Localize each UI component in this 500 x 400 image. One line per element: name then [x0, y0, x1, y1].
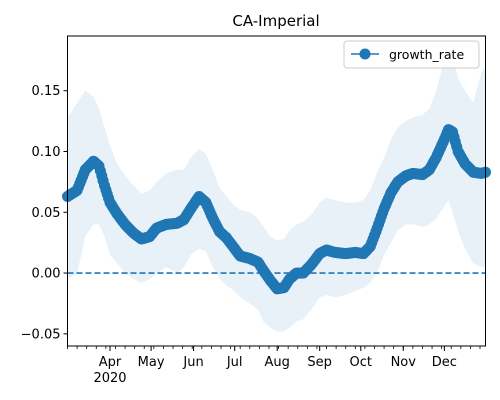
legend: growth_rate	[343, 40, 480, 69]
chart-title: CA-Imperial	[232, 12, 319, 30]
x-tick-label: Dec	[432, 355, 457, 370]
y-tick-label: 0.05	[32, 206, 61, 221]
plot-area	[62, 48, 491, 332]
x-tick-label: Apr	[99, 355, 122, 370]
axes: −0.05 0.00 0.05 0.10 0.15 Apr May Jun Jul Aug Sep O…	[21, 84, 481, 386]
y-tick-label: 0.00	[32, 267, 61, 282]
legend-box	[343, 40, 480, 69]
x-tick-label: Jul	[226, 355, 243, 370]
confidence-band	[67, 48, 486, 332]
x-tick-label: Aug	[264, 355, 289, 370]
x-tick-label: Sep	[307, 355, 332, 370]
plot-frame	[67, 35, 486, 347]
y-tick-label: 0.15	[32, 84, 61, 99]
x-tick-label: Oct	[350, 355, 372, 370]
x-year-label: 2020	[93, 371, 126, 386]
x-tick-label: Jun	[182, 355, 203, 370]
y-tick-label: 0.10	[32, 145, 61, 160]
x-tick-label: May	[138, 355, 165, 370]
legend-label-growth-rate: growth_rate	[389, 47, 464, 62]
y-tick-label: −0.05	[21, 327, 61, 342]
x-tick-label: Nov	[391, 355, 417, 370]
legend-marker-swatch	[359, 48, 371, 60]
